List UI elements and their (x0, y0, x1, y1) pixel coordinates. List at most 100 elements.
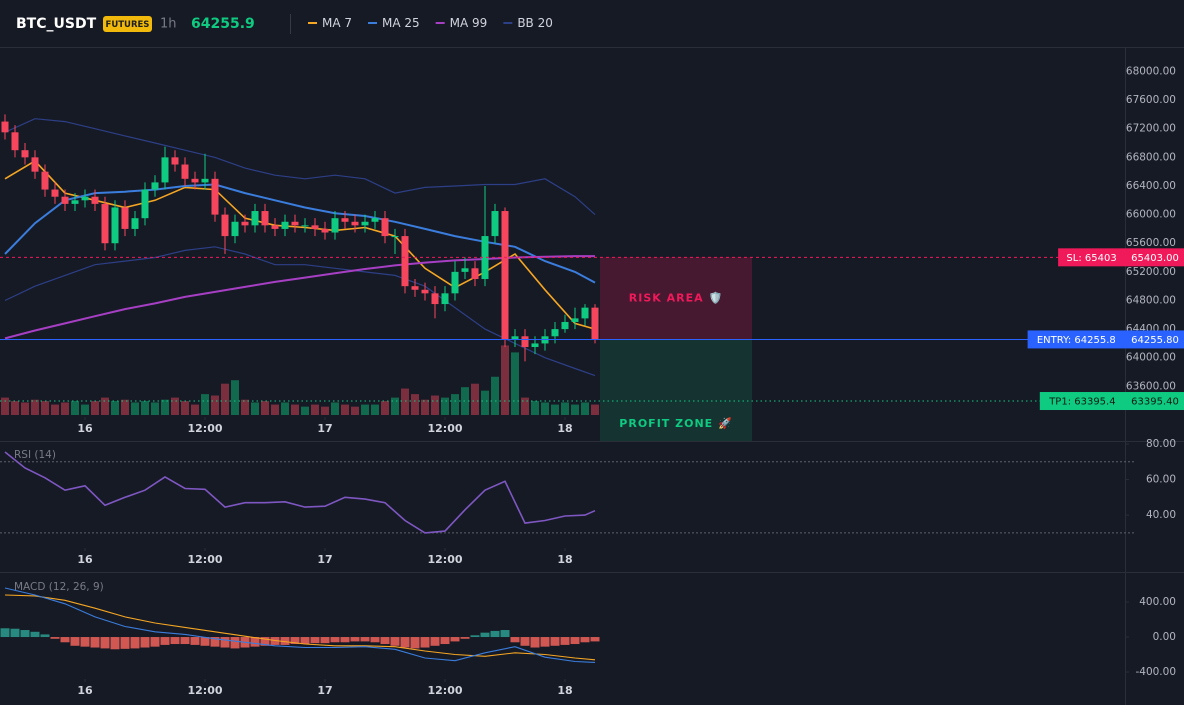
macd-histogram-bar (300, 637, 310, 645)
candle-body (131, 218, 139, 229)
y-tick-label: 65200.00 (1126, 266, 1176, 278)
axis-tag: 64255.80 (1131, 335, 1179, 346)
x-tick-label: 16 (77, 553, 93, 566)
candle-body (51, 189, 59, 197)
y-tick-label: 40.00 (1146, 509, 1176, 521)
volume-bar (41, 401, 49, 415)
volume-bar (301, 406, 309, 415)
legend-label: BB 20 (517, 16, 553, 30)
legend-label: MA 25 (382, 16, 420, 30)
volume-bar (371, 404, 379, 415)
macd-histogram-bar (150, 637, 160, 647)
candle-body (501, 211, 509, 340)
axis-tag: 65403.00 (1131, 253, 1179, 264)
volume-bar (391, 397, 399, 415)
candle-body (491, 211, 499, 237)
candle-body (311, 225, 319, 229)
candle-body (371, 218, 379, 222)
y-tick-label: -400.00 (1135, 666, 1176, 678)
x-tick-label: 12:00 (187, 684, 222, 697)
candle-body (91, 196, 99, 204)
y-tick-label: 67200.00 (1126, 123, 1176, 135)
volume-bar (591, 404, 599, 415)
macd-histogram-bar (450, 637, 460, 642)
candle-body (191, 178, 199, 183)
macd-histogram-bar (390, 637, 400, 646)
macd-histogram-bar (30, 631, 40, 638)
macd-histogram-bar (480, 632, 490, 638)
volume-bar (281, 402, 289, 415)
candle-body (261, 211, 269, 226)
x-tick-label: 17 (317, 684, 332, 697)
volume-bar (571, 404, 579, 415)
volume-bar (181, 401, 189, 415)
y-tick-label: 63600.00 (1126, 380, 1176, 392)
volume-bar (151, 402, 159, 415)
volume-bar (471, 383, 479, 415)
macd-histogram-bar (260, 637, 270, 646)
level-tag-bg (1039, 392, 1125, 411)
macd-histogram-bar (490, 630, 500, 638)
macd-histogram-bar (130, 637, 140, 649)
y-tick-label: 68000.00 (1126, 65, 1176, 77)
volume-bar (21, 402, 29, 415)
volume-bar (141, 401, 149, 415)
volume-bar (501, 345, 509, 415)
candle-body (231, 221, 239, 237)
candle-body (361, 221, 369, 226)
macd-histogram-bar (10, 628, 20, 638)
candle-body (321, 228, 329, 233)
volume-bar (131, 402, 139, 415)
macd-histogram-bar (310, 637, 320, 644)
macd-histogram-bar (430, 637, 440, 646)
candle-body (391, 236, 399, 238)
level-tag: ENTRY: 64255.8 (1037, 335, 1116, 346)
x-tick-label: 12:00 (187, 422, 222, 435)
signal-line (4, 594, 596, 661)
candle-body (481, 236, 489, 280)
candle-body (571, 318, 579, 322)
x-tick-label: 12:00 (427, 422, 462, 435)
x-tick-label: 16 (77, 422, 93, 435)
candle-body (381, 218, 389, 237)
macd-histogram-bar (350, 637, 360, 642)
macd-histogram-bar (560, 637, 570, 645)
macd-histogram-bar (440, 637, 450, 645)
macd-histogram-bar (190, 637, 200, 645)
macd-histogram-bar (230, 637, 240, 649)
volume-bar (581, 402, 589, 415)
volume-bar (111, 401, 119, 415)
macd-histogram-bar (550, 637, 560, 646)
candle-body (581, 307, 589, 319)
candle-body (511, 336, 519, 340)
interval: 1h (160, 17, 177, 32)
macd-histogram-bar (60, 637, 70, 643)
x-tick-label: 18 (557, 422, 572, 435)
y-tick-label: 67600.00 (1126, 94, 1176, 106)
macd-histogram-bar (570, 637, 580, 645)
volume-bar (51, 404, 59, 415)
candle-body (251, 211, 259, 226)
candle-body (461, 268, 469, 272)
macd-histogram-bar (330, 637, 340, 643)
volume-bar (261, 401, 269, 415)
bb-upper (4, 118, 596, 216)
level-tag: SL: 65403 (1066, 253, 1116, 264)
volume-bar (231, 380, 239, 415)
volume-bar (321, 406, 329, 415)
macd-histogram-bar (200, 637, 210, 646)
macd-histogram-bar (510, 637, 520, 643)
candle-body (561, 321, 569, 330)
level-tag-bg (1027, 330, 1125, 349)
volume-bar (91, 401, 99, 415)
profit-zone-label: PROFIT ZONE 🚀 (619, 417, 732, 430)
volume-bar (551, 404, 559, 415)
macd-histogram-bar (140, 637, 150, 648)
candle-body (1, 121, 9, 133)
x-tick-label: 17 (317, 422, 332, 435)
candle-body (471, 268, 479, 280)
volume-bar (491, 376, 499, 415)
candle-body (71, 200, 79, 204)
volume-bar (61, 402, 69, 415)
macd-histogram-bar (280, 637, 290, 645)
